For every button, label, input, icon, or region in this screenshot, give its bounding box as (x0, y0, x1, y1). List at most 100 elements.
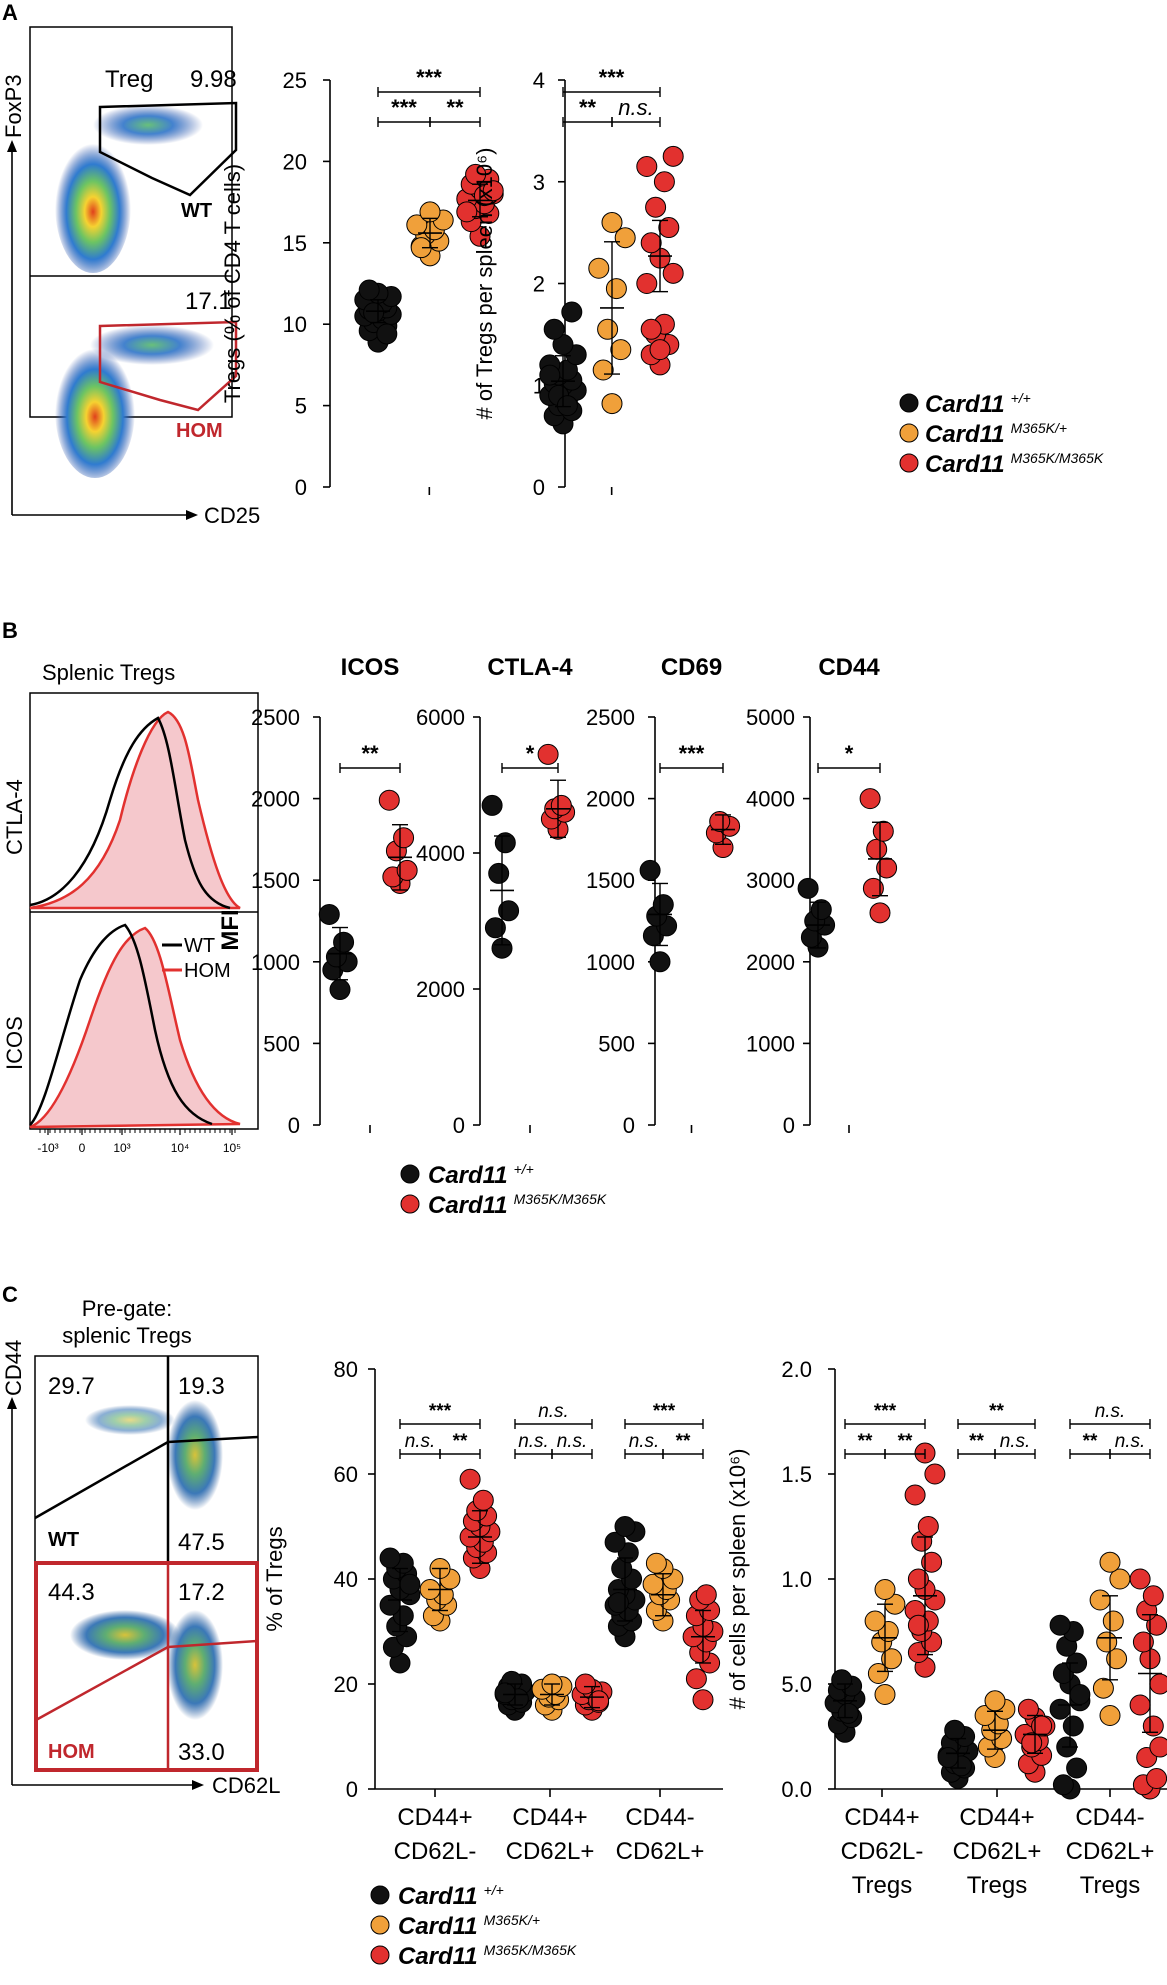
chart-b1-point (378, 789, 400, 811)
legend-c-label-wt: Card11 +/+ (398, 1882, 504, 1910)
chart-c2-category-label: CD62L+ (1066, 1838, 1155, 1865)
chart-b4-y-tick-label: 3000 (746, 868, 795, 893)
chart-c2-point (944, 1719, 966, 1741)
chart-a1-point (363, 302, 385, 324)
chart-percent-of-tregs: 0 20 40 60 80 *** n.s. ** CD44+ CD62L-n.s. n.s. n.s… (262, 1357, 724, 1865)
chart-b3-y-tick-label: 1000 (586, 950, 635, 975)
chart-b3-point (652, 894, 674, 916)
chart-c1-category-label: CD62L+ (616, 1838, 705, 1865)
chart-b1-y-tick-label: 1000 (251, 950, 300, 975)
chart-b1-title: ICOS (341, 654, 400, 681)
chart-b4-point (859, 788, 881, 810)
pregate-title-2: splenic Tregs (62, 1323, 192, 1348)
chart-c2-category-label: CD44- (1075, 1804, 1144, 1831)
chart-b3-point (639, 859, 661, 881)
chart-b2-sig-label: * (526, 741, 535, 766)
chart-c1-point (645, 1552, 667, 1574)
chart-c1-point (574, 1673, 596, 1695)
chart-a2-point (597, 318, 619, 340)
chart-a2-y-tick-label: 3 (533, 170, 545, 195)
legend-a-marker-hom (899, 453, 919, 473)
chart-c2-point (1052, 1774, 1074, 1796)
chart-b3-y-tick-label: 0 (623, 1113, 635, 1138)
chart-a1-y-tick-label: 20 (283, 149, 307, 174)
hist-legend-wt: WT (184, 935, 215, 957)
legend-a-label-wt: Card11 +/+ (925, 390, 1031, 418)
panel-c-flow: Pre-gate: splenic Tregs 29.7 19.3 47.5 W… (1, 1296, 280, 1798)
chart-b3-y-tick-label: 1500 (586, 868, 635, 893)
chart-b2-y-tick-label: 4000 (416, 841, 465, 866)
chart-c2-point (1129, 1568, 1151, 1590)
chart-b3-sig-label: *** (679, 741, 705, 766)
chart-b4-y-tick-label: 4000 (746, 787, 795, 812)
chart-c2-point (1096, 1631, 1118, 1653)
chart-b4-y-tick-label: 2000 (746, 950, 795, 975)
chart-c2-category-label: CD62L- (841, 1838, 924, 1865)
chart-c2-category-label: CD44+ (844, 1804, 919, 1831)
chart-c2-sig-label: n.s. (1095, 1401, 1126, 1422)
flow-c-density-hom-right (167, 1610, 223, 1720)
chart-c1-y-tick-label: 60 (334, 1462, 358, 1487)
chart-b4-title: CD44 (818, 654, 880, 681)
gate-value-wt: 9.98 (190, 66, 237, 93)
chart-c1-point (494, 1682, 516, 1704)
chart-c2-sig-label: ** (1083, 1431, 1098, 1452)
x-arrow-icon (186, 510, 198, 520)
panel-letter-a: A (2, 0, 18, 25)
panel-b-histograms: Splenic Tregs WT HOM CTLA-4 ICOS -10³ 0 10… (2, 660, 259, 1155)
chart-c2-point (1129, 1694, 1151, 1716)
chart-c2-point (1062, 1715, 1084, 1737)
flow-density-hom-treg (90, 325, 214, 365)
chart-b1-y-tick-label: 500 (263, 1031, 300, 1056)
chart-c2-point (1049, 1614, 1071, 1636)
treg-gate-hom (98, 320, 238, 412)
q-hom-br: 33.0 (178, 1739, 225, 1766)
chart-a2-point (539, 364, 561, 386)
flow-c-density-hom-left (70, 1610, 180, 1660)
chart-b4-point (872, 820, 894, 842)
chart-c2-point (921, 1551, 943, 1573)
chart-c2-sig-label: n.s. (1000, 1431, 1031, 1452)
histogram-x-tick-label: 10⁴ (171, 1141, 190, 1155)
chart-b2-y-tick-label: 2000 (416, 977, 465, 1002)
chart-c2-point (1099, 1705, 1121, 1726)
chart-a1-sig-label: *** (416, 65, 442, 90)
marker-label-ctla4: CTLA-4 (2, 779, 27, 855)
chart-c2-point (831, 1669, 853, 1691)
chart-a2-sig-label: ** (579, 95, 597, 120)
chart-c2-point (1149, 1736, 1167, 1758)
chart-c2-point (1017, 1698, 1039, 1720)
chart-c1-point (588, 1690, 610, 1712)
chart-c2-sig-label: *** (874, 1401, 897, 1422)
chart-c2-point (874, 1684, 896, 1705)
legend-a-label-hom: Card11 M365K/M365K (925, 450, 1104, 478)
chart-c2-sig-label: ** (969, 1431, 984, 1452)
chart-b2-point (484, 917, 506, 939)
chart-c1-category-label: CD44+ (397, 1804, 472, 1831)
q-wt-tl: 29.7 (48, 1373, 95, 1400)
hist-icos-hom (29, 926, 241, 1129)
chart-a2-point (662, 145, 684, 167)
flow-density-wt (55, 137, 131, 273)
chart-a2-point (636, 155, 658, 177)
chart-b2-point (488, 862, 510, 884)
q-wt-tr: 19.3 (178, 1373, 225, 1400)
chart-c1-point (459, 1468, 481, 1490)
axis-label-cd25: CD25 (204, 503, 260, 528)
flow-density-wt-treg (93, 105, 203, 145)
hist-ctla4-wt (29, 716, 231, 910)
chart-a2-point (640, 318, 662, 340)
chart-a1-y-tick-label: 10 (283, 312, 307, 337)
panel-letter-c: C (2, 1282, 18, 1307)
chart-c1-y-tick-label: 20 (334, 1672, 358, 1697)
y-arrow-c-icon (7, 1397, 17, 1409)
axis-label-cd44: CD44 (1, 1340, 26, 1396)
chart-c2-point (984, 1690, 1006, 1712)
treg-gate-wt (98, 101, 238, 197)
q-wt-br: 47.5 (178, 1529, 225, 1556)
chart-c1-sig-label: *** (653, 1401, 676, 1422)
chart-b4-point (869, 902, 891, 924)
chart-c2-point (1092, 1677, 1114, 1699)
chart-c2-y-tick-label: 5.0 (781, 1672, 812, 1697)
